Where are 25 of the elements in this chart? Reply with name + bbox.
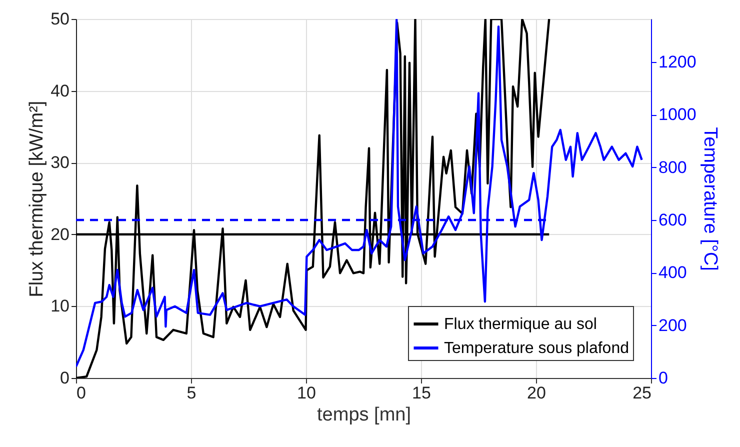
y2-tick-label: 200 [658, 316, 687, 335]
x-tick-label: 20 [527, 384, 546, 402]
y-tick-label: 30 [50, 153, 70, 172]
x-tick-label: 25 [632, 384, 652, 402]
y-tick-label: 0 [60, 368, 70, 388]
y2-tick-label: 1000 [658, 105, 696, 124]
x-tick-label: 5 [186, 384, 196, 402]
y-tick-label: 20 [50, 224, 70, 244]
x-tick-label: 15 [412, 384, 431, 402]
y2-tick-label: 600 [658, 210, 687, 230]
y2-tick-label: 400 [658, 263, 687, 282]
y-tick-label: 10 [50, 296, 70, 316]
y2-tick-label: 0 [658, 368, 668, 388]
x-tick-label: 10 [297, 384, 316, 402]
y2-axis-title: Temperature [°C] [699, 127, 720, 271]
y-tick-label: 50 [50, 10, 70, 28]
legend-label: Temperature sous plafond [444, 340, 629, 357]
y2-tick-label: 800 [658, 158, 687, 177]
y-tick-label: 40 [50, 81, 70, 100]
line-series [76, 19, 643, 368]
x-axis-title: temps [mn] [317, 404, 411, 426]
y-axis-title: Flux thermique [kW/m²] [26, 100, 48, 298]
y2-tick-label: 1200 [658, 52, 696, 72]
legend-label: Flux thermique au sol [444, 316, 597, 333]
x-tick-label: 0 [76, 384, 86, 402]
